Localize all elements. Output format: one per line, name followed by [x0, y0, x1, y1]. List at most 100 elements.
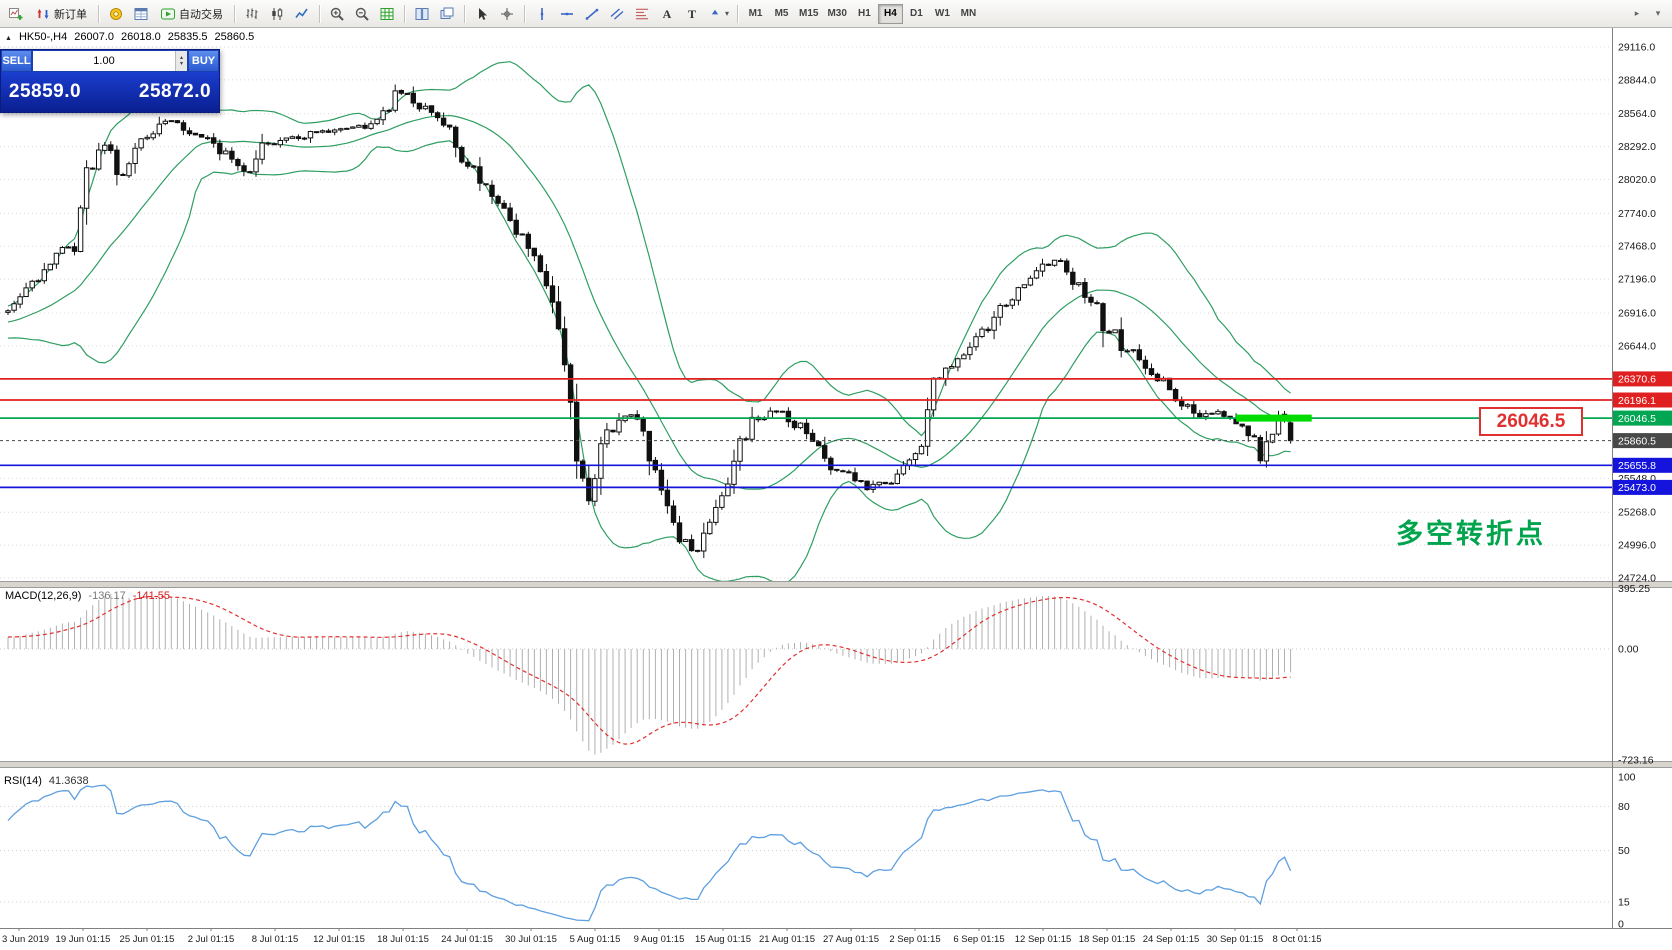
toolbar-options-button-1[interactable]: ▸	[1627, 4, 1647, 24]
price-badge-26046.5	[1613, 410, 1672, 426]
svg-text:12 Sep 01:15: 12 Sep 01:15	[1015, 934, 1072, 945]
svg-text:25860.5: 25860.5	[1618, 435, 1656, 447]
sell-price[interactable]: 25859.0	[8, 81, 82, 102]
trade-panel-price-row: 25859.0 25872.0	[1, 72, 219, 112]
timeframe-m5-button[interactable]: M5	[769, 4, 794, 24]
svg-text:26370.6: 26370.6	[1618, 374, 1656, 386]
timeframe-d1-button[interactable]: D1	[904, 4, 929, 24]
bar-chart-button[interactable]	[240, 3, 264, 25]
vertical-line-button[interactable]	[530, 3, 554, 25]
pivot-highlight-segment	[1236, 414, 1312, 422]
zoom-out-button[interactable]	[350, 3, 374, 25]
svg-text:21 Aug 01:15: 21 Aug 01:15	[759, 934, 815, 945]
macd-name: MACD(12,26,9)	[5, 590, 82, 602]
svg-text:30 Sep 01:15: 30 Sep 01:15	[1207, 934, 1264, 945]
text-icon: A	[662, 6, 672, 21]
cascade-windows-button[interactable]	[435, 3, 459, 25]
toolbar-options-button-2[interactable]: ▾	[1648, 4, 1668, 24]
tile-windows-button[interactable]	[410, 3, 434, 25]
price-badge-26370.6	[1613, 371, 1672, 387]
toolbar-separator	[98, 4, 99, 23]
svg-text:25268.0: 25268.0	[1618, 507, 1656, 519]
svg-text:6 Sep 01:15: 6 Sep 01:15	[953, 934, 1004, 945]
chart-symbol-icon: ▲	[5, 35, 12, 42]
new-order-label: 新订单	[54, 8, 87, 21]
macd-histogram	[7, 593, 1292, 755]
spinner-down-icon[interactable]: ▾	[179, 61, 183, 67]
candlestick-chart-icon	[269, 6, 285, 22]
grid-button[interactable]	[375, 3, 399, 25]
timeframe-m30-button[interactable]: M30	[823, 4, 850, 24]
lot-size-field: ▴▾	[32, 50, 188, 72]
svg-text:100: 100	[1618, 772, 1636, 784]
rsi-name: RSI(14)	[4, 775, 42, 787]
timeframe-h4-button[interactable]: H4	[877, 3, 903, 24]
svg-text:25 Jun 01:15: 25 Jun 01:15	[120, 934, 175, 945]
autotrading-button[interactable]: 自动交易	[154, 3, 229, 25]
channel-button[interactable]	[605, 3, 629, 25]
main-toolbar: 新订单 自动交易 A T ▾ M1 M5 M15	[0, 0, 1672, 28]
svg-text:19 Jun 01:15: 19 Jun 01:15	[56, 934, 111, 945]
buy-price[interactable]: 25872.0	[138, 81, 212, 102]
new-order-button[interactable]: 新订单	[29, 3, 93, 25]
svg-text:28564.0: 28564.0	[1618, 108, 1656, 120]
fibonacci-icon	[634, 6, 650, 22]
shapes-button[interactable]: ▾	[705, 3, 732, 25]
vertical-line-icon	[534, 6, 550, 22]
panel-splitter[interactable]	[0, 761, 1672, 768]
one-click-trading-panel: SELL ▴▾ BUY 25859.0 25872.0	[0, 49, 220, 113]
time-axis-labels: 3 Jun 2019 19 Jun 01:15 25 Jun 01:15 2 Jul …	[2, 928, 1322, 945]
svg-text:24 Sep 01:15: 24 Sep 01:15	[1143, 934, 1200, 945]
sell-button[interactable]: SELL	[1, 50, 32, 72]
svg-text:28292.0: 28292.0	[1618, 141, 1656, 153]
horizontal-line-icon	[559, 6, 575, 22]
svg-text:5 Aug 01:15: 5 Aug 01:15	[570, 934, 621, 945]
candlestick-chart-button[interactable]	[265, 3, 289, 25]
timeframe-h1-button[interactable]: H1	[852, 4, 877, 24]
data-window-button[interactable]	[129, 3, 153, 25]
cursor-icon	[474, 6, 490, 22]
zoom-in-button[interactable]	[325, 3, 349, 25]
symbol-timeframe-label: HK50-,H4	[18, 31, 68, 43]
label-button[interactable]: T	[680, 3, 704, 25]
chart-ohlc-header: ▲ HK50-,H4 26007.0 26018.0 25835.5 25860…	[5, 31, 254, 43]
market-watch-button[interactable]	[104, 3, 128, 25]
fibonacci-button[interactable]	[630, 3, 654, 25]
macd-main-value: -136.17	[88, 590, 126, 602]
new-chart-icon	[8, 6, 24, 22]
svg-text:26916.0: 26916.0	[1618, 308, 1656, 320]
lot-spinner[interactable]: ▴ ▾	[175, 51, 187, 71]
buy-button[interactable]: BUY	[188, 50, 219, 72]
timeframe-m15-button[interactable]: M15	[795, 4, 822, 24]
svg-text:-723.16: -723.16	[1618, 755, 1654, 767]
toolbar-separator	[464, 4, 465, 23]
timeframe-mn-button[interactable]: MN	[956, 4, 981, 24]
crosshair-button[interactable]	[495, 3, 519, 25]
trendline-button[interactable]	[580, 3, 604, 25]
text-button[interactable]: A	[655, 3, 679, 25]
autotrading-label: 自动交易	[179, 8, 223, 21]
svg-text:8 Oct 01:15: 8 Oct 01:15	[1272, 934, 1321, 945]
spinner-up-icon[interactable]: ▴	[179, 55, 183, 61]
cursor-button[interactable]	[470, 3, 494, 25]
price-badge-25473.0	[1613, 479, 1672, 495]
new-chart-button[interactable]	[4, 3, 28, 25]
horizontal-line-button[interactable]	[555, 3, 579, 25]
timeframe-w1-button[interactable]: W1	[930, 4, 955, 24]
line-chart-button[interactable]	[290, 3, 314, 25]
autotrading-icon	[160, 6, 176, 22]
svg-text:28020.0: 28020.0	[1618, 174, 1656, 186]
rsi-value: 41.3638	[48, 775, 89, 787]
svg-text:18 Sep 01:15: 18 Sep 01:15	[1079, 934, 1136, 945]
svg-text:12 Jul 01:15: 12 Jul 01:15	[313, 934, 365, 945]
rsi-header: RSI(14) 41.3638	[4, 775, 89, 787]
panel-splitter[interactable]	[0, 581, 1672, 588]
timeframe-m1-button[interactable]: M1	[743, 4, 768, 24]
svg-text:15 Aug 01:15: 15 Aug 01:15	[695, 934, 751, 945]
svg-text:0.00: 0.00	[1618, 644, 1639, 656]
toolbar-separator	[737, 4, 739, 23]
channel-icon	[609, 6, 625, 22]
lot-size-input[interactable]	[33, 51, 175, 71]
